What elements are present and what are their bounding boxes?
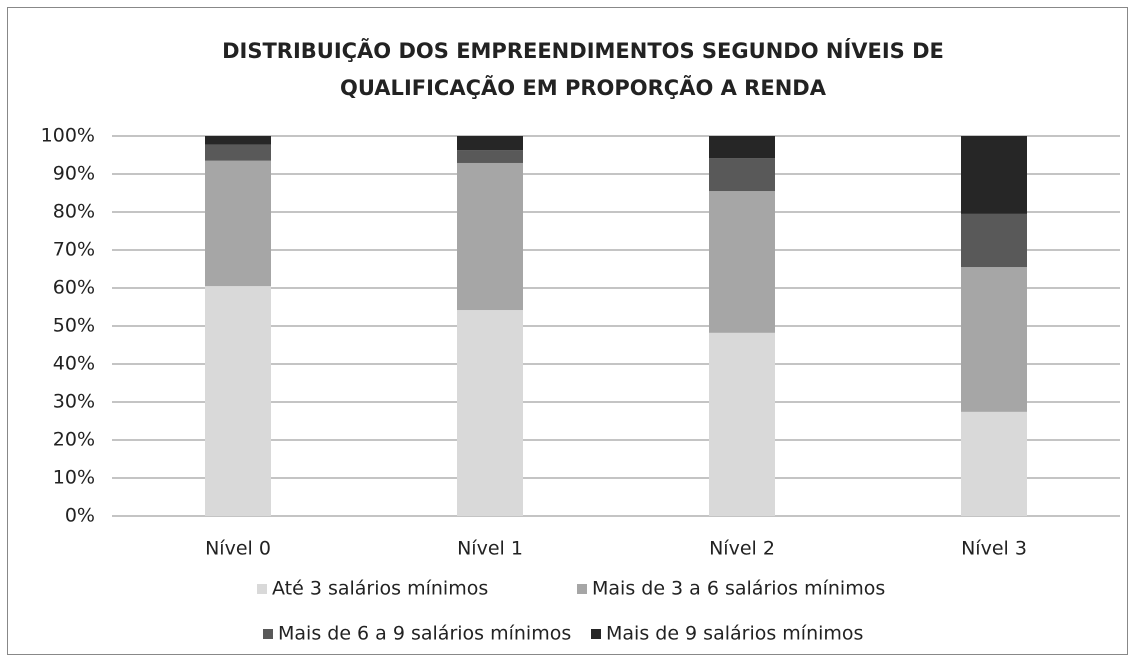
bar-segment: [709, 158, 775, 192]
y-tick-label: 70%: [53, 239, 95, 261]
chart-title: DISTRIBUIÇÃO DOS EMPREENDIMENTOS SEGUNDO…: [222, 38, 944, 63]
bar-segment: [709, 332, 775, 516]
y-tick-label: 60%: [53, 277, 95, 299]
y-tick-label: 100%: [41, 125, 95, 147]
y-tick-label: 20%: [53, 429, 95, 451]
bar-segment: [961, 267, 1027, 412]
bar-segment: [457, 162, 523, 311]
legend-label: Mais de 6 a 9 salários mínimos: [278, 623, 571, 645]
bar-segment: [709, 191, 775, 333]
bar-segment: [457, 150, 523, 163]
bar-segment: [457, 136, 523, 151]
bar-segment: [709, 136, 775, 159]
legend-label: Mais de 3 a 6 salários mínimos: [592, 578, 885, 600]
legend-label: Até 3 salários mínimos: [272, 578, 488, 600]
x-tick-label: Nível 0: [205, 538, 271, 560]
chart-title: QUALIFICAÇÃO EM PROPORÇÃO A RENDA: [340, 75, 827, 100]
y-tick-label: 0%: [65, 505, 95, 527]
bar-segment: [205, 144, 271, 161]
bar-segment: [457, 310, 523, 516]
y-tick-label: 10%: [53, 467, 95, 489]
chart-border: [7, 7, 1128, 655]
bar-segment: [961, 136, 1027, 214]
y-tick-label: 30%: [53, 391, 95, 413]
legend-swatch: [591, 629, 601, 639]
bar-segment: [961, 213, 1027, 268]
bar-segment: [205, 136, 271, 145]
legend-swatch: [577, 584, 587, 594]
y-tick-label: 80%: [53, 201, 95, 223]
y-tick-label: 40%: [53, 353, 95, 375]
x-tick-label: Nível 3: [961, 538, 1027, 560]
x-tick-label: Nível 1: [457, 538, 523, 560]
legend-label: Mais de 9 salários mínimos: [606, 623, 863, 645]
bar-segment: [205, 286, 271, 516]
bar-segment: [961, 411, 1027, 516]
y-tick-label: 90%: [53, 163, 95, 185]
legend-swatch: [257, 584, 267, 594]
legend-swatch: [263, 629, 273, 639]
y-tick-label: 50%: [53, 315, 95, 337]
bar-segment: [205, 160, 271, 287]
x-tick-label: Nível 2: [709, 538, 775, 560]
